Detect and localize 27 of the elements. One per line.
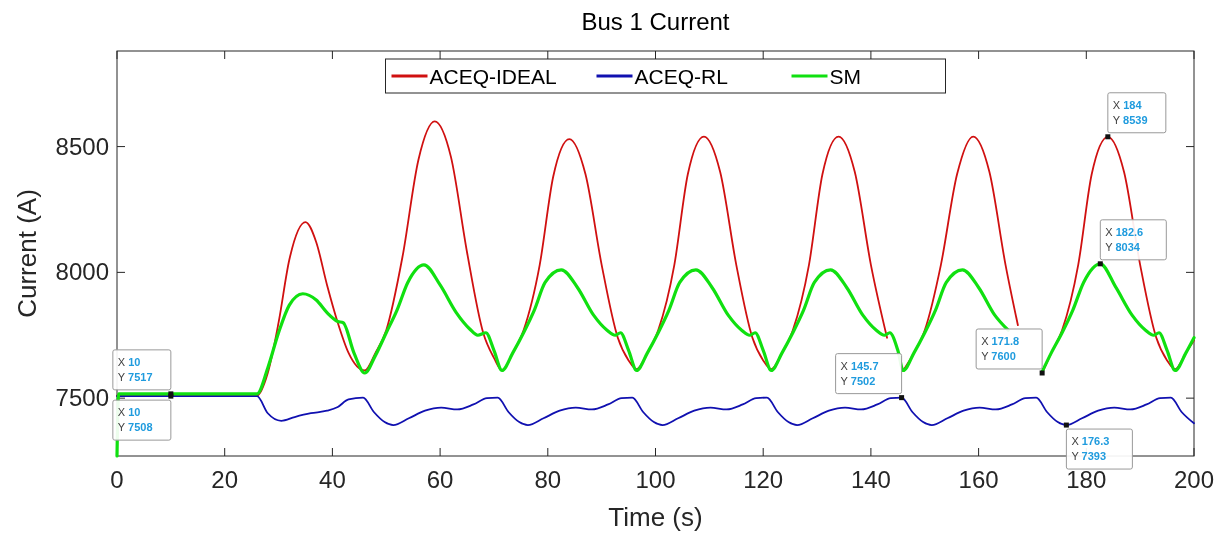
- x-tick-label: 20: [211, 466, 239, 493]
- y-tick-label: 8500: [55, 132, 109, 160]
- annotation: X 184 Y 8539: [1112, 98, 1148, 126]
- x-tick-label: 120: [743, 466, 784, 493]
- x-tick-label: 40: [319, 466, 346, 493]
- x-tick-label: 180: [1066, 466, 1107, 493]
- annotation: X 182.6 Y 8034: [1105, 225, 1144, 253]
- y-tick-label: 8000: [55, 258, 109, 286]
- y-tick-label: 7500: [55, 384, 109, 412]
- x-tick-label: 80: [534, 466, 562, 493]
- x-tick-label: 200: [1173, 466, 1215, 493]
- x-tick-label: 60: [426, 466, 454, 493]
- annotation: X 176.3 Y 7393: [1071, 435, 1110, 463]
- x-tick-label: 0: [110, 466, 124, 493]
- y-axis-title: Current (A): [12, 189, 42, 318]
- legend-label: ACEQ-RL: [634, 65, 728, 88]
- annotation: X 145.7 Y 7502: [840, 359, 879, 387]
- legend-label: SM: [829, 65, 861, 88]
- x-tick-label: 100: [635, 466, 676, 493]
- annotation: X 10 Y 7517: [117, 355, 153, 383]
- annotation: X 10 Y 7508: [117, 406, 153, 434]
- annotation: X 171.8 Y 7600: [981, 334, 1020, 362]
- x-axis-title: Time (s): [608, 502, 703, 532]
- x-tick-label: 140: [850, 466, 891, 493]
- legend-label: ACEQ-IDEAL: [429, 65, 557, 88]
- x-tick-label: 160: [958, 466, 999, 493]
- chart-title: Bus 1 Current: [581, 8, 730, 35]
